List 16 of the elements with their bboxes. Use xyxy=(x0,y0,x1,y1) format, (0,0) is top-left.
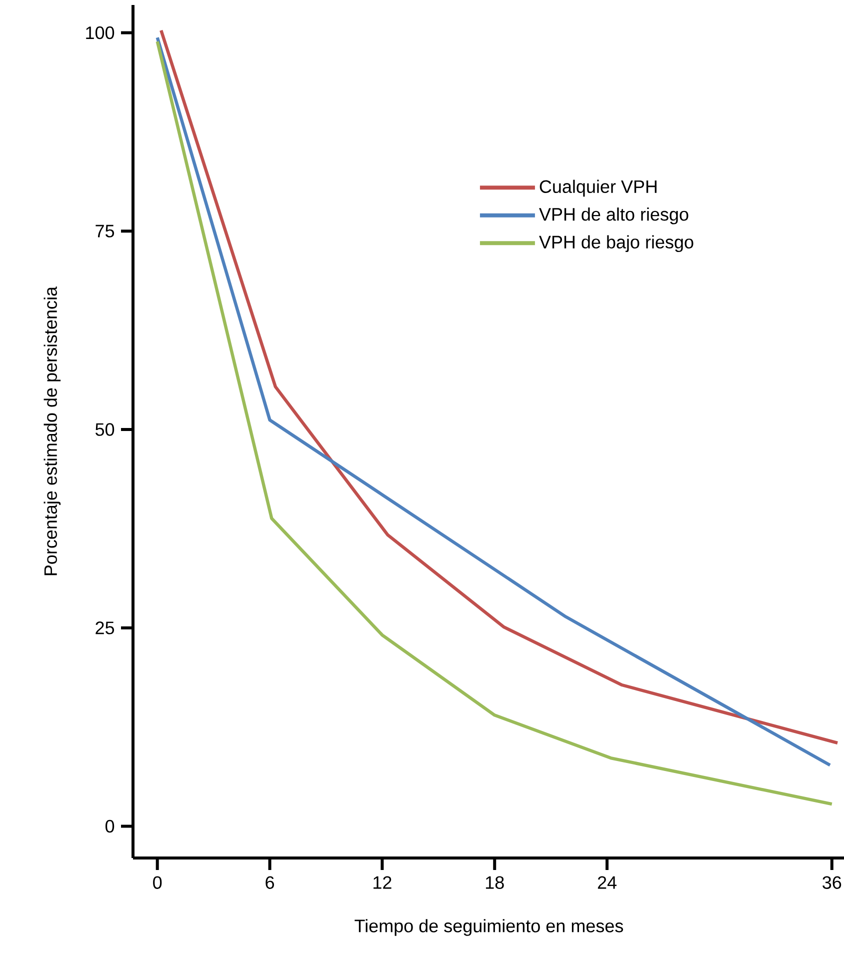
y-tick-label: 75 xyxy=(96,224,114,238)
x-tick-label: 0 xyxy=(153,876,162,889)
legend-label: VPH de alto riesgo xyxy=(539,208,688,224)
x-axis-title: Tiempo de seguimiento en meses xyxy=(354,919,624,936)
legend-label: Cualquier VPH xyxy=(540,180,657,197)
x-tick-label: 24 xyxy=(598,876,617,889)
y-tick-label: 100 xyxy=(86,26,114,40)
legend-label: VPH de bajo riesgo xyxy=(539,235,694,252)
y-tick-label: 50 xyxy=(95,423,114,436)
x-tick-label: 18 xyxy=(486,876,504,889)
x-tick-label: 6 xyxy=(266,876,274,889)
y-tick-label: 0 xyxy=(105,820,114,833)
y-axis-title: Porcentaje estimado de persistencia xyxy=(44,286,61,576)
x-tick-label: 36 xyxy=(822,876,842,889)
y-tick-label: 25 xyxy=(96,622,114,634)
x-tick-label: 12 xyxy=(374,876,392,889)
